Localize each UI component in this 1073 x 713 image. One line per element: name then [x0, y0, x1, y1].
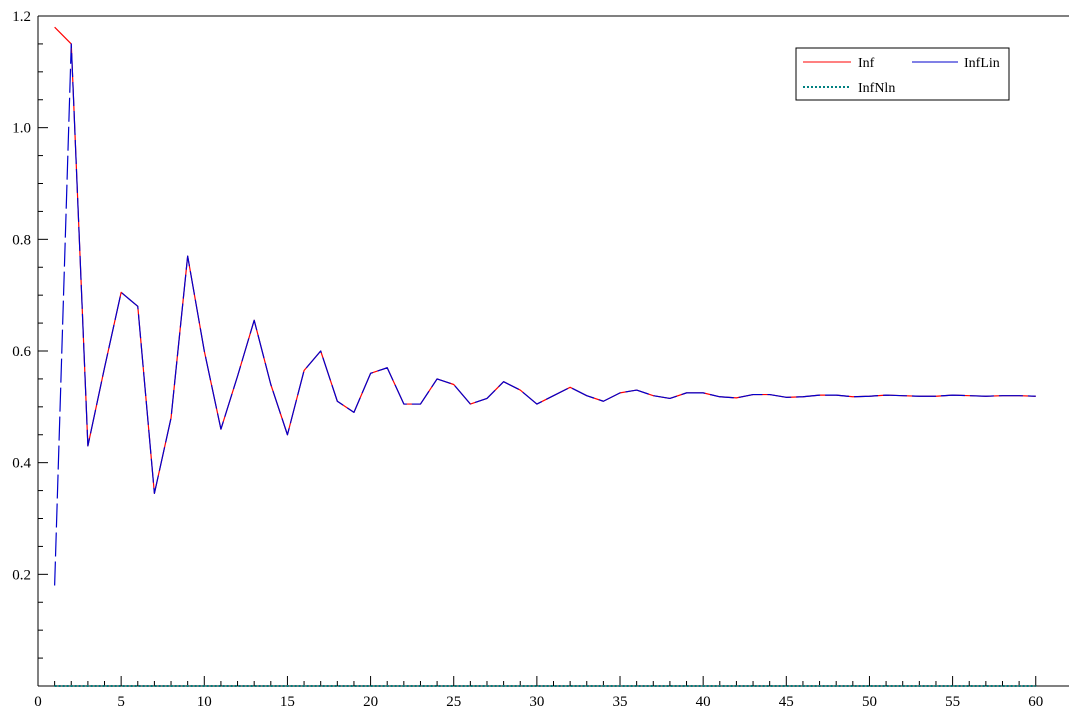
- legend-label-inflin: InfLin: [964, 56, 1000, 71]
- y-tick-label: 0.6: [12, 344, 31, 360]
- x-tick-label: 15: [280, 694, 295, 710]
- y-tick-label: 1.0: [12, 121, 31, 137]
- y-tick-label: 0.2: [12, 567, 31, 583]
- legend: Inf InfLin InfNln: [795, 47, 1010, 101]
- x-tick-label: 40: [696, 694, 711, 710]
- x-tick-label: 50: [862, 694, 877, 710]
- x-tick-label: 5: [117, 694, 125, 710]
- x-axis: 0 5 10 15 20 25 30 35 40 45 50 55 60: [34, 676, 1043, 710]
- legend-label-infnln: InfNln: [858, 81, 895, 96]
- y-axis: 0.2 0.4 0.6 0.8 1.0 1.2: [12, 9, 48, 659]
- x-tick-label: 60: [1028, 694, 1043, 710]
- series-line-inflin: [54, 43, 1036, 586]
- y-tick-label: 0.8: [12, 232, 31, 248]
- x-tick-label: 10: [197, 694, 212, 710]
- x-tick-label: 25: [446, 694, 461, 710]
- x-tick-label: 55: [945, 694, 960, 710]
- x-tick-label: 0: [34, 694, 42, 710]
- legend-box: [795, 47, 1010, 101]
- plot-frame: [37, 15, 1069, 687]
- y-tick-label: 1.2: [12, 9, 31, 25]
- legend-label-inf: Inf: [858, 56, 875, 71]
- x-tick-label: 20: [363, 694, 378, 710]
- y-tick-label: 0.4: [12, 456, 31, 472]
- x-tick-label: 30: [529, 694, 544, 710]
- series-layer: [54, 26, 1036, 687]
- x-tick-label: 45: [779, 694, 794, 710]
- x-tick-label: 35: [613, 694, 628, 710]
